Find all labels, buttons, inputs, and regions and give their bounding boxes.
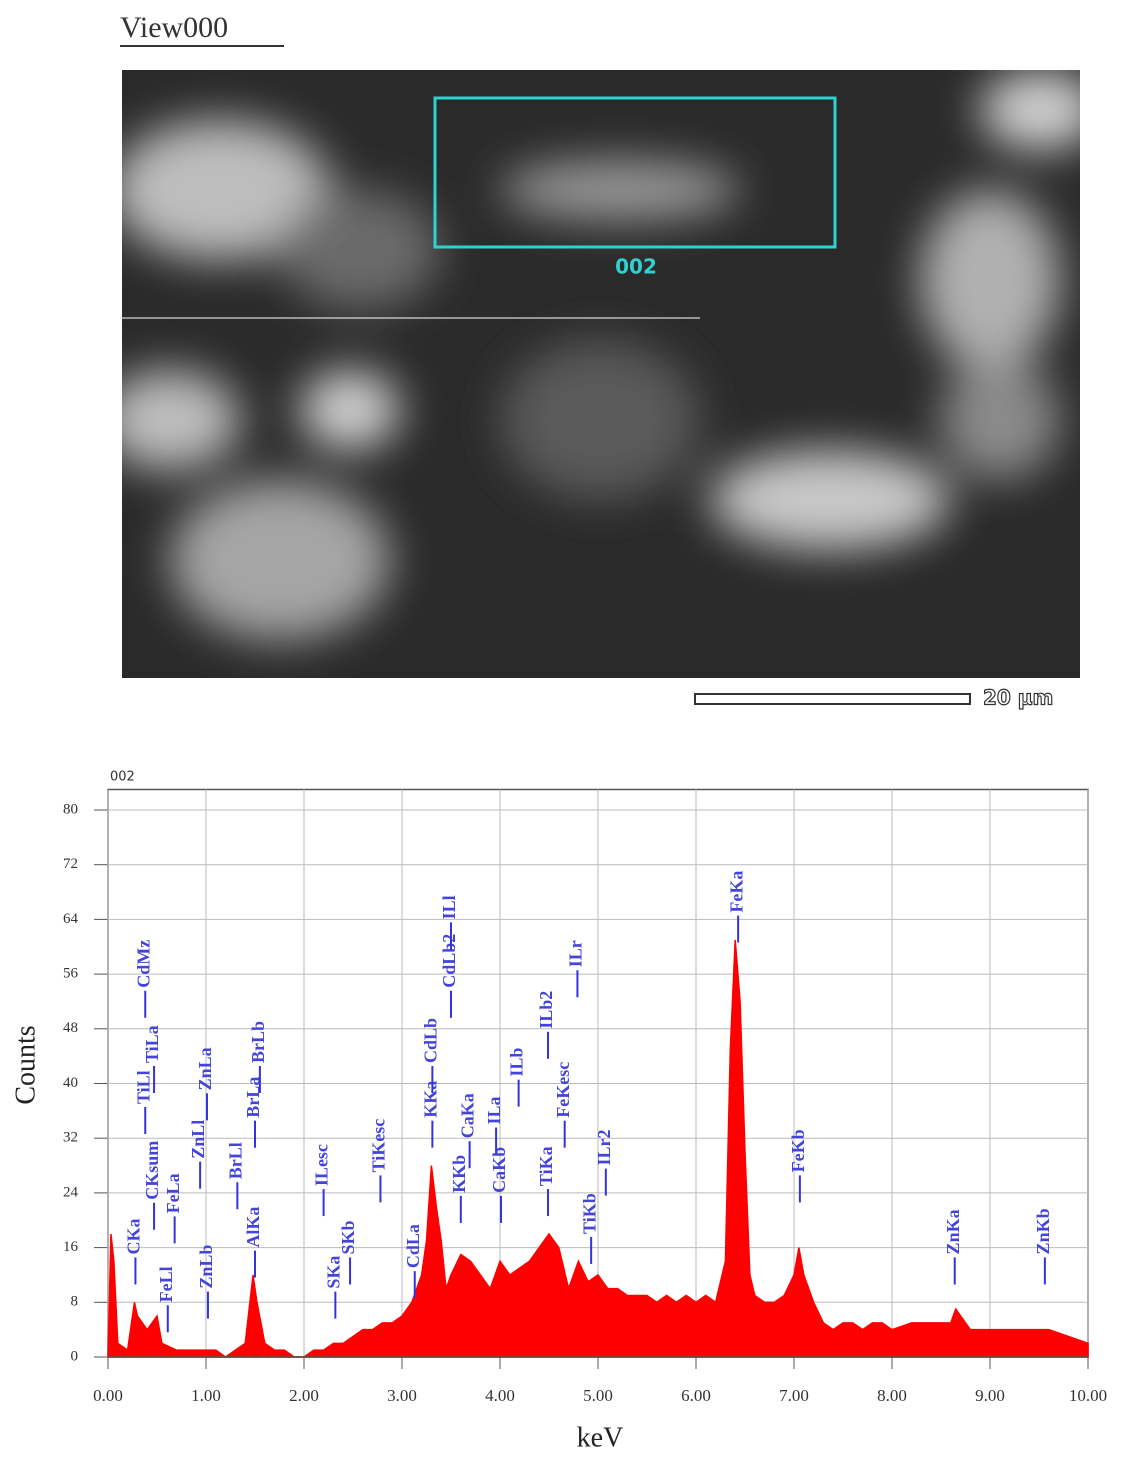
peak-label: CdLa <box>403 1224 423 1268</box>
x-tick-label: 9.00 <box>975 1386 1005 1405</box>
peak-label: ZnLb <box>196 1245 216 1289</box>
peak-label: ZnLl <box>188 1120 208 1159</box>
x-tick-label: 8.00 <box>877 1386 907 1405</box>
peak-label: ZnKb <box>1033 1208 1053 1254</box>
y-tick-label: 80 <box>63 801 78 817</box>
y-tick-label: 64 <box>63 911 79 927</box>
peak-label: KKb <box>449 1155 469 1193</box>
y-tick-label: 72 <box>63 856 78 872</box>
peak-label: FeKesc <box>553 1062 573 1118</box>
peak-label: CKa <box>124 1218 144 1254</box>
y-tick-label: 0 <box>71 1348 79 1364</box>
x-tick-label: 2.00 <box>289 1386 319 1405</box>
peak-label: CaKb <box>489 1147 509 1193</box>
peak-label: TiKa <box>536 1146 556 1186</box>
y-axis-label: Counts <box>10 1025 41 1104</box>
x-tick-label: 10.00 <box>1069 1386 1107 1405</box>
x-tick-label: 3.00 <box>387 1386 417 1405</box>
peak-label: BrLl <box>225 1142 245 1179</box>
y-tick-label: 56 <box>63 966 79 982</box>
peak-label: TiKesc <box>369 1119 389 1173</box>
scale-bar <box>694 693 971 705</box>
spectrum <box>107 939 1089 1358</box>
peak-label: ILesc <box>312 1144 332 1186</box>
y-tick-label: 24 <box>63 1184 79 1200</box>
plot: 0 8 16 24 32 40 48 56 64 72 80 0.00 1.00 2.00 3.00 4.00… <box>63 788 1107 1405</box>
peak-label: ILa <box>484 1097 504 1125</box>
peak-label: BrLb <box>248 1021 268 1063</box>
x-tick-label: 6.00 <box>681 1386 711 1405</box>
peak-label: CdLb <box>421 1018 441 1063</box>
peak-label: ILr <box>566 940 586 967</box>
region-label: 002 <box>615 255 657 279</box>
peak-label: ILl <box>439 895 459 919</box>
y-tick-label: 40 <box>63 1075 78 1091</box>
view-title: View000 <box>120 11 228 44</box>
y-tick-label: 32 <box>63 1130 78 1146</box>
peak-label: CdLb2 <box>439 934 459 988</box>
y-tick-label: 16 <box>63 1239 79 1255</box>
peak-label: FeKb <box>788 1129 808 1172</box>
scale-label: 20 µm <box>983 686 1053 710</box>
peak-label: TiLa <box>142 1025 162 1063</box>
x-tick-label: 7.00 <box>779 1386 809 1405</box>
peak-label: SKa <box>323 1256 343 1289</box>
peak-label: FeLl <box>156 1266 176 1302</box>
peak-label: TiKb <box>579 1193 599 1234</box>
peak-label: FeKa <box>726 871 746 913</box>
peak-label: SKb <box>338 1220 358 1254</box>
peak-label: ILr2 <box>594 1130 614 1166</box>
y-tick-label: 8 <box>71 1294 79 1310</box>
peak-label: CdMz <box>133 940 153 988</box>
peak-label: ILb2 <box>536 991 556 1029</box>
y-tick-label: 48 <box>63 1020 78 1036</box>
peak-label: BrLa <box>243 1077 263 1118</box>
chart-title: 002 <box>110 770 135 785</box>
region-box <box>433 96 837 249</box>
x-tick-label: 4.00 <box>485 1386 515 1405</box>
x-tick-label: 5.00 <box>583 1386 613 1405</box>
x-tick-label: 0.00 <box>93 1386 123 1405</box>
peak-label: ZnKa <box>943 1209 963 1254</box>
peak-label: CKsum <box>142 1141 162 1200</box>
peak-label: AlKa <box>243 1207 263 1248</box>
peak-label: CaKa <box>458 1093 478 1138</box>
peak-label: TiLl <box>133 1070 153 1104</box>
micrograph <box>122 70 1080 678</box>
x-axis-label: keV <box>577 1422 624 1453</box>
x-tick-label: 1.00 <box>191 1386 221 1405</box>
peak-label: KKa <box>421 1081 441 1118</box>
peak-label: ILb <box>507 1048 527 1077</box>
peak-label: FeLa <box>163 1173 183 1213</box>
peak-label: ZnLa <box>195 1047 215 1090</box>
